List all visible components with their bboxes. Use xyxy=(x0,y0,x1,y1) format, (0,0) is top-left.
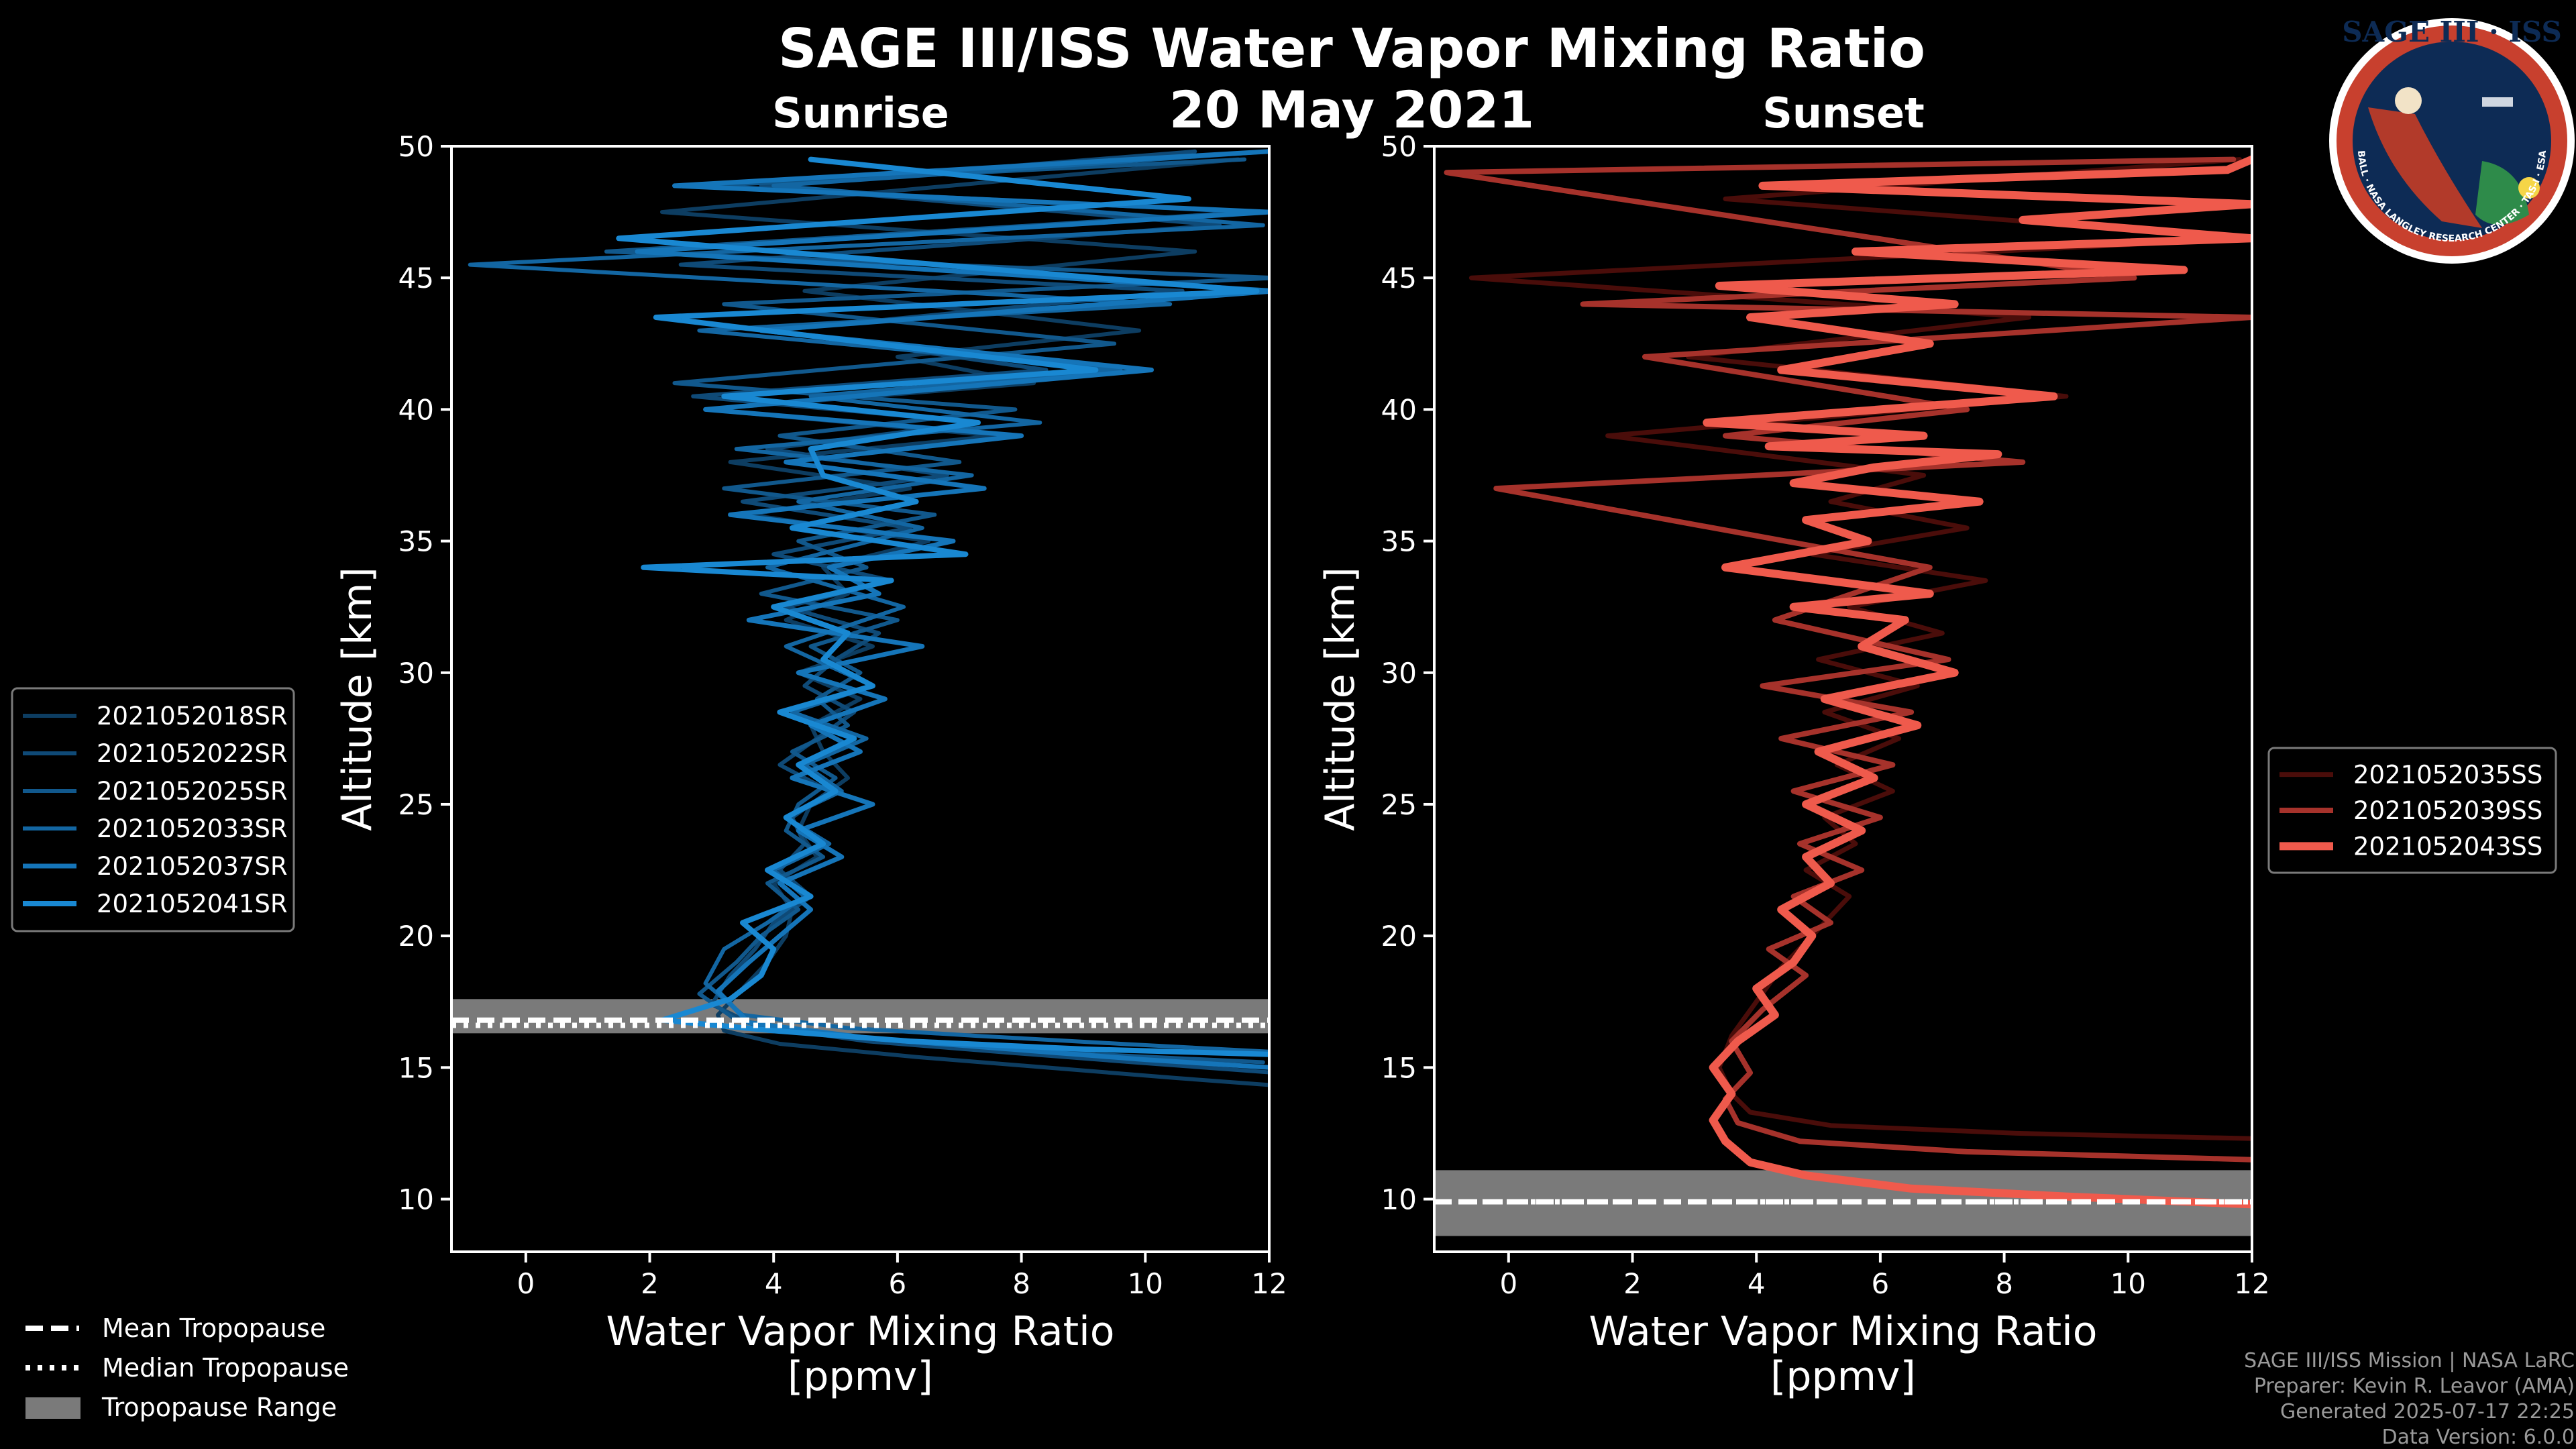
footer-data-version: Data Version: 6.0.0 xyxy=(2382,1426,2575,1449)
logo-sun-icon xyxy=(2518,177,2540,199)
series-line-2021052043SS xyxy=(1703,155,2252,1209)
figure-date: 20 May 2021 xyxy=(1169,80,1534,140)
plot-frame xyxy=(450,145,1271,1253)
footer-generated: Generated 2025-07-17 22:25 xyxy=(2280,1400,2575,1424)
median-tropopause-legend-label: Median Tropopause xyxy=(102,1353,349,1383)
legend-label-2021052018SR: 2021052018SR xyxy=(97,702,288,731)
y-tick-label: 45 xyxy=(1381,262,1417,294)
x-tick-label: 4 xyxy=(765,1267,783,1300)
legend-label-2021052025SR: 2021052025SR xyxy=(97,777,288,806)
x-tick-label: 8 xyxy=(1012,1267,1030,1300)
y-axis-label: Altitude [km] xyxy=(334,567,381,831)
y-tick-label: 25 xyxy=(398,788,434,821)
x-tick-label: 4 xyxy=(1748,1267,1766,1300)
y-tick-label: 50 xyxy=(1381,130,1417,163)
y-tick-label: 40 xyxy=(1381,393,1417,426)
y-tick-label: 10 xyxy=(398,1183,434,1216)
y-tick-label: 40 xyxy=(398,393,434,426)
x-tick-label: 2 xyxy=(641,1267,659,1300)
series-lines xyxy=(468,149,1269,1087)
y-axis-label: Altitude [km] xyxy=(1317,567,1364,831)
tropopause-range-legend-label: Tropopause Range xyxy=(101,1393,337,1422)
x-tick-label: 10 xyxy=(2110,1267,2146,1300)
sunset-panel-title: Sunset xyxy=(1762,89,1925,138)
sunset-panel: 0 2 4 6 8 10 12 10 15 20 25 30 35 40 45 50 Water Vapor M… xyxy=(1317,130,2270,1400)
series-line-2021052025SR xyxy=(604,157,1269,1065)
x-axis-label-units: [ppmv] xyxy=(1770,1353,1916,1400)
x-tick-label: 10 xyxy=(1128,1267,1163,1300)
y-tick-label: 10 xyxy=(1381,1183,1417,1216)
x-tick-label: 6 xyxy=(1872,1267,1890,1300)
legend-label-2021052035SS: 2021052035SS xyxy=(2353,761,2542,790)
footer-mission: SAGE III/ISS Mission | NASA LaRC xyxy=(2244,1349,2575,1373)
logo-earth-icon xyxy=(2475,161,2529,225)
sunrise-panel-title: Sunrise xyxy=(772,89,949,138)
sunrise-series-legend: 2021052018SR 2021052022SR 2021052025SR 2021… xyxy=(11,687,295,932)
y-tick-label: 35 xyxy=(1381,525,1417,558)
tropopause-range-legend-handle xyxy=(25,1397,80,1419)
figure-title: SAGE III/ISS Water Vapor Mixing Ratio xyxy=(778,17,1925,80)
footer-preparer: Preparer: Kevin R. Leavor (AMA) xyxy=(2254,1375,2575,1398)
y-tick-label: 25 xyxy=(1381,788,1417,821)
series-line-2021052037SR xyxy=(635,149,1269,1070)
logo-iss-icon xyxy=(2482,97,2513,107)
series-line-2021052039SS xyxy=(1444,156,2252,1163)
mean-tropopause-legend-label: Mean Tropopause xyxy=(102,1313,325,1343)
logo-title: SAGE III · ISS xyxy=(2342,15,2562,48)
y-tick-label: 50 xyxy=(398,130,434,163)
y-tick-label: 15 xyxy=(398,1051,434,1084)
x-tick-label: 0 xyxy=(517,1267,535,1300)
sunset-series-legend: 2021052035SS 2021052039SS 2021052043SS xyxy=(2267,747,2557,874)
x-axis-label-units: [ppmv] xyxy=(788,1353,933,1400)
series-line-2021052018SR xyxy=(660,157,1269,1087)
y-tick-label: 45 xyxy=(398,262,434,294)
y-tick-label: 35 xyxy=(398,525,434,558)
y-tick-label: 20 xyxy=(398,920,434,953)
x-tick-label: 2 xyxy=(1623,1267,1642,1300)
legend-label-2021052022SR: 2021052022SR xyxy=(97,739,288,768)
x-tick-label: 12 xyxy=(2234,1267,2269,1300)
x-tick-label: 0 xyxy=(1499,1267,1517,1300)
x-tick-label: 12 xyxy=(1251,1267,1287,1300)
x-tick-label: 6 xyxy=(889,1267,907,1300)
sage-iii-iss-logo: SAGE III · ISS BALL · NASA LANGLEY RESEA… xyxy=(2329,15,2575,264)
x-tick-label: 8 xyxy=(1995,1267,2013,1300)
footer-credits: SAGE III/ISS Mission | NASA LaRC Prepare… xyxy=(2244,1349,2575,1449)
logo-robe-icon xyxy=(2368,107,2482,228)
x-axis-label: Water Vapor Mixing Ratio xyxy=(606,1308,1115,1355)
legend-label-2021052037SR: 2021052037SR xyxy=(97,852,288,881)
tropopause-legend: Mean Tropopause Median Tropopause Tropop… xyxy=(25,1313,349,1422)
logo-figure-head-icon xyxy=(2395,87,2422,114)
sunrise-panel: 0 2 4 6 8 10 12 10 15 20 25 30 35 40 45 50 Water Vapor M… xyxy=(334,130,1287,1400)
legend-box xyxy=(2267,747,2557,874)
legend-box xyxy=(11,687,295,932)
plot-frame xyxy=(1433,145,2253,1253)
legend-label-2021052039SS: 2021052039SS xyxy=(2353,796,2542,825)
series-lines xyxy=(1444,155,2252,1209)
x-axis-label: Water Vapor Mixing Ratio xyxy=(1589,1308,2098,1355)
legend-label-2021052043SS: 2021052043SS xyxy=(2353,832,2542,861)
legend-label-2021052033SR: 2021052033SR xyxy=(97,814,288,843)
legend-label-2021052041SR: 2021052041SR xyxy=(97,890,288,918)
y-tick-label: 15 xyxy=(1381,1051,1417,1084)
series-line-2021052041SR xyxy=(616,156,1269,1057)
y-tick-label: 30 xyxy=(1381,657,1417,690)
y-tick-label: 30 xyxy=(398,657,434,690)
y-tick-label: 20 xyxy=(1381,920,1417,953)
